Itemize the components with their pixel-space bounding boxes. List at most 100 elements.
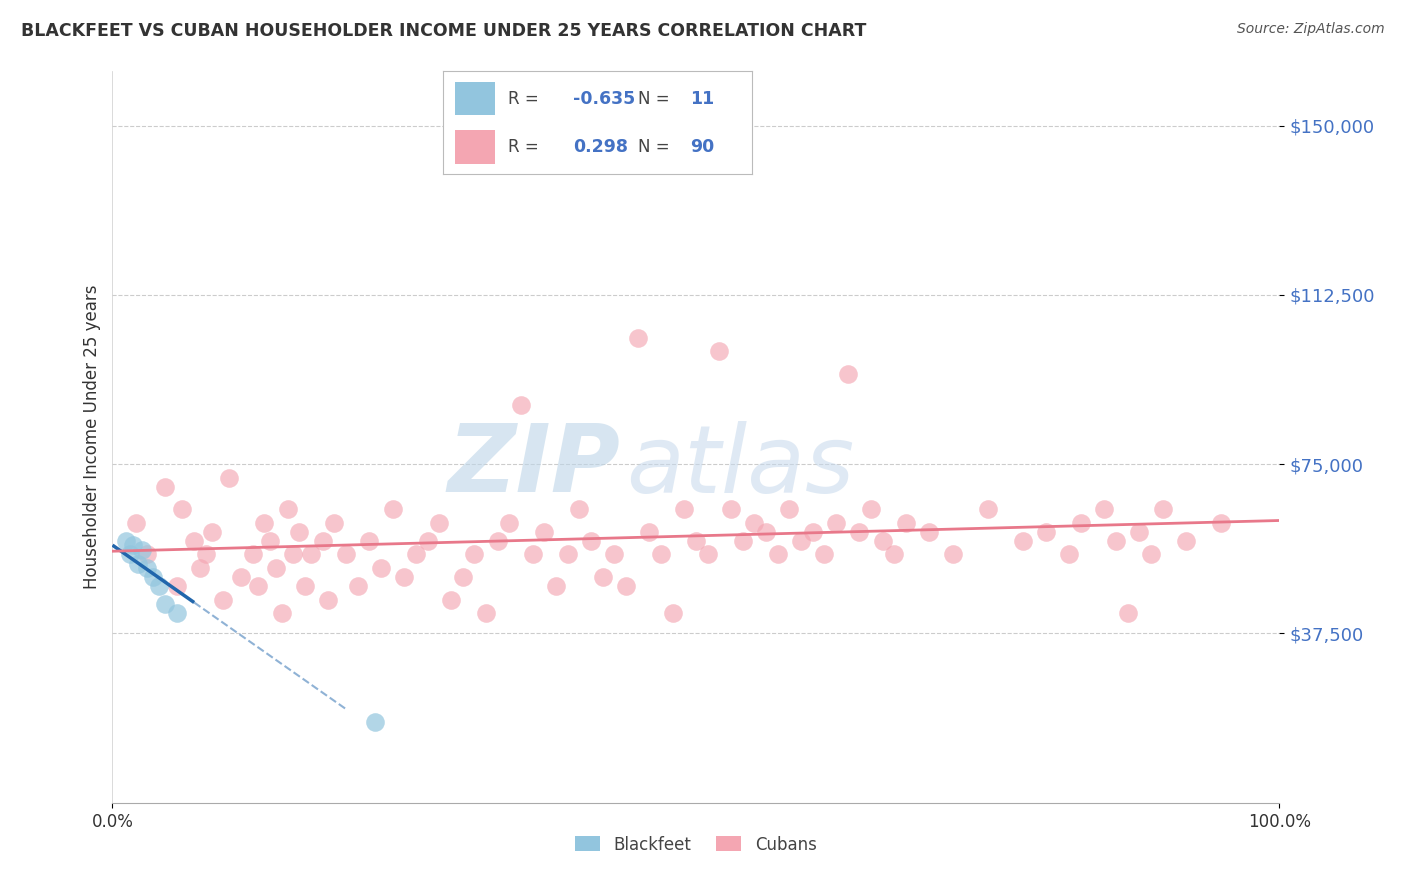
Text: N =: N = [638, 137, 669, 156]
Point [142, 570, 165, 584]
Legend: Blackfeet, Cubans: Blackfeet, Cubans [568, 829, 824, 860]
Point [335, 548, 357, 562]
Point [122, 538, 145, 552]
Point [1128, 524, 1150, 539]
Point [166, 606, 188, 620]
Point [1152, 502, 1174, 516]
Point [720, 502, 742, 516]
Point [1035, 524, 1057, 539]
Point [557, 548, 579, 562]
Point [294, 579, 316, 593]
Point [166, 579, 188, 593]
Point [183, 533, 205, 548]
Point [136, 561, 159, 575]
Point [172, 502, 194, 516]
Text: 90: 90 [690, 137, 714, 156]
Point [1094, 502, 1116, 516]
Point [270, 606, 292, 620]
Point [115, 533, 138, 548]
Text: N =: N = [638, 89, 669, 108]
Point [212, 592, 235, 607]
Point [394, 570, 416, 584]
Point [790, 533, 813, 548]
Point [603, 548, 626, 562]
Point [359, 533, 381, 548]
Text: atlas: atlas [626, 421, 855, 512]
Text: ZIP: ZIP [447, 420, 620, 512]
Point [218, 471, 240, 485]
Point [848, 524, 870, 539]
Point [837, 367, 859, 381]
Point [638, 524, 661, 539]
Point [346, 579, 368, 593]
Point [860, 502, 883, 516]
Point [1116, 606, 1139, 620]
Point [440, 592, 463, 607]
Point [509, 399, 531, 413]
Point [813, 548, 835, 562]
Point [131, 543, 153, 558]
Point [188, 561, 211, 575]
Point [592, 570, 614, 584]
Point [463, 548, 485, 562]
Point [533, 524, 555, 539]
Point [778, 502, 800, 516]
Point [276, 502, 298, 516]
Bar [456, 130, 495, 163]
Text: -0.635: -0.635 [572, 89, 636, 108]
Point [148, 579, 170, 593]
Text: 11: 11 [690, 89, 714, 108]
Text: 0.298: 0.298 [572, 137, 628, 156]
Point [1059, 548, 1081, 562]
Point [416, 533, 439, 548]
Point [650, 548, 672, 562]
Point [194, 548, 217, 562]
Point [242, 548, 264, 562]
Point [1140, 548, 1163, 562]
Point [685, 533, 707, 548]
Point [118, 548, 141, 562]
Point [127, 557, 149, 571]
Point [475, 606, 498, 620]
Point [744, 516, 766, 530]
Point [288, 524, 311, 539]
Point [766, 548, 789, 562]
Point [318, 592, 340, 607]
Text: R =: R = [508, 89, 538, 108]
Point [259, 533, 281, 548]
Point [579, 533, 602, 548]
Point [614, 579, 637, 593]
Point [522, 548, 544, 562]
Point [544, 579, 567, 593]
Point [264, 561, 287, 575]
Point [364, 714, 387, 729]
Point [1211, 516, 1233, 530]
Point [136, 548, 159, 562]
Point [918, 524, 941, 539]
Point [872, 533, 894, 548]
Point [1070, 516, 1092, 530]
Point [883, 548, 905, 562]
Point [976, 502, 998, 516]
Point [451, 570, 474, 584]
Point [153, 597, 176, 611]
Point [486, 533, 509, 548]
Point [311, 533, 333, 548]
Text: BLACKFEET VS CUBAN HOUSEHOLDER INCOME UNDER 25 YEARS CORRELATION CHART: BLACKFEET VS CUBAN HOUSEHOLDER INCOME UN… [21, 22, 866, 40]
Text: R =: R = [508, 137, 538, 156]
Point [825, 516, 848, 530]
Point [627, 331, 650, 345]
Point [427, 516, 450, 530]
Point [1105, 533, 1128, 548]
Point [731, 533, 754, 548]
Point [894, 516, 917, 530]
Point [247, 579, 270, 593]
Point [661, 606, 683, 620]
Point [229, 570, 252, 584]
Point [1175, 533, 1198, 548]
Y-axis label: Householder Income Under 25 years: Householder Income Under 25 years [83, 285, 101, 590]
Point [201, 524, 224, 539]
Point [370, 561, 392, 575]
Point [125, 516, 148, 530]
Point [253, 516, 276, 530]
